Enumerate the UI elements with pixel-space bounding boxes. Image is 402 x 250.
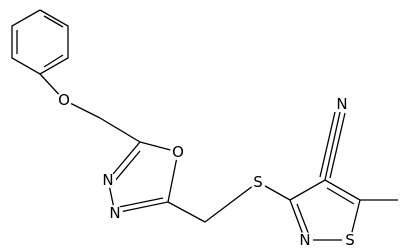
triple-bond xyxy=(329,112,346,179)
bond xyxy=(204,181,259,223)
double-bond xyxy=(118,197,164,208)
atom-label: O xyxy=(58,91,70,109)
atom-label: O xyxy=(172,143,184,161)
double-bond xyxy=(296,203,310,236)
atom-label: S xyxy=(253,173,263,191)
atom-label: N xyxy=(109,204,120,222)
bonds xyxy=(11,9,398,241)
bond xyxy=(167,201,206,223)
double-bond xyxy=(43,54,64,68)
bond xyxy=(99,117,141,143)
atom-label: S xyxy=(345,231,355,249)
triple-bond xyxy=(319,111,336,178)
triple-bond xyxy=(324,111,341,181)
double-bond xyxy=(326,187,355,205)
double-bond xyxy=(113,150,141,183)
phenyl-ring xyxy=(11,9,69,75)
atom-labels: O O N N S N S N xyxy=(56,91,358,249)
atom-label: N xyxy=(336,95,347,113)
double-bond xyxy=(43,15,64,28)
atom-label: N xyxy=(299,231,310,249)
atom-label: N xyxy=(102,171,113,189)
